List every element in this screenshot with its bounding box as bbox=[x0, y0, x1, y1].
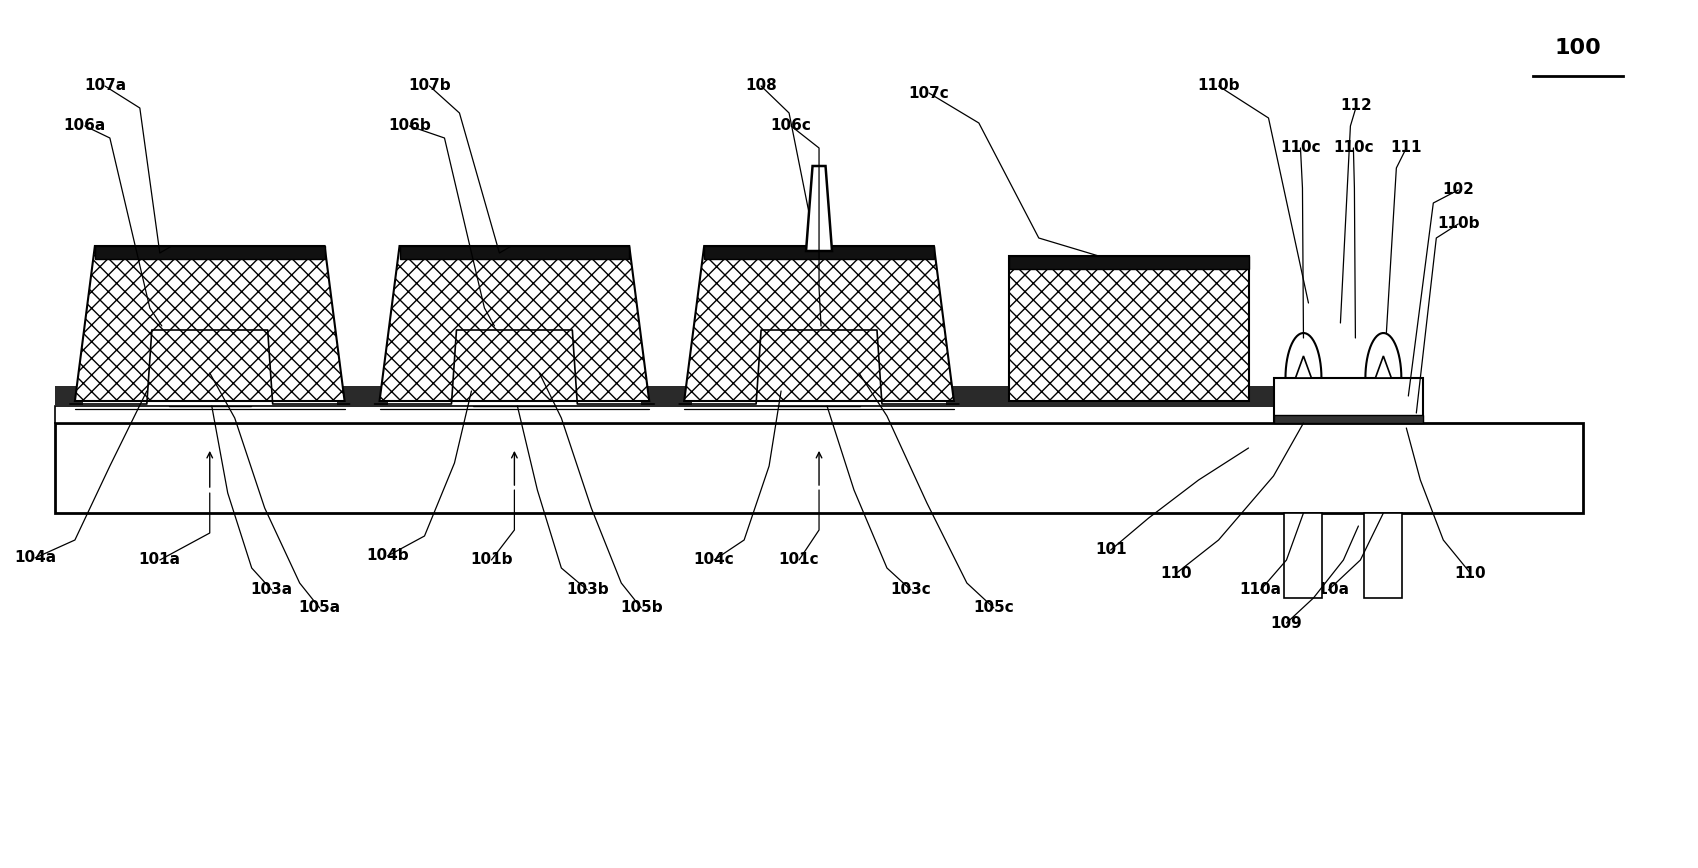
Bar bbox=[168, 388, 251, 406]
Text: 112: 112 bbox=[1340, 98, 1372, 114]
Text: 106b: 106b bbox=[389, 119, 431, 134]
Text: 101c: 101c bbox=[779, 553, 820, 568]
Bar bbox=[834, 349, 864, 360]
Text: 103b: 103b bbox=[565, 582, 608, 597]
Bar bbox=[764, 373, 874, 388]
Polygon shape bbox=[684, 246, 954, 401]
Bar bbox=[774, 349, 805, 360]
Bar bbox=[54, 386, 1318, 406]
Text: 106c: 106c bbox=[771, 119, 812, 134]
Text: 110a: 110a bbox=[1307, 582, 1350, 597]
Text: 102: 102 bbox=[1442, 182, 1474, 198]
Polygon shape bbox=[1375, 356, 1391, 378]
Polygon shape bbox=[1009, 256, 1248, 401]
Text: 104a: 104a bbox=[14, 550, 56, 565]
Text: 105a: 105a bbox=[299, 601, 341, 615]
Bar bbox=[54, 423, 1583, 513]
Bar bbox=[1284, 513, 1323, 598]
Bar bbox=[778, 388, 859, 406]
Bar bbox=[1009, 256, 1248, 269]
Bar bbox=[224, 349, 255, 360]
Text: 105b: 105b bbox=[620, 601, 662, 615]
Bar bbox=[469, 349, 499, 360]
Bar bbox=[165, 349, 195, 360]
Text: 100: 100 bbox=[1555, 38, 1601, 58]
Polygon shape bbox=[75, 246, 345, 401]
Text: 107c: 107c bbox=[908, 86, 949, 101]
Polygon shape bbox=[380, 246, 649, 401]
Bar bbox=[83, 387, 336, 405]
Bar bbox=[469, 360, 559, 373]
Bar bbox=[693, 387, 946, 405]
Text: 107b: 107b bbox=[408, 78, 450, 94]
Bar bbox=[460, 373, 569, 388]
Text: 104b: 104b bbox=[367, 549, 409, 563]
Bar bbox=[155, 373, 265, 388]
Text: 105c: 105c bbox=[973, 601, 1014, 615]
Text: 109: 109 bbox=[1270, 615, 1302, 630]
Text: 106a: 106a bbox=[65, 119, 105, 134]
Bar bbox=[530, 349, 559, 360]
Text: 110b: 110b bbox=[1197, 78, 1240, 94]
Text: 101: 101 bbox=[1095, 542, 1126, 557]
Bar bbox=[1274, 378, 1423, 423]
Bar bbox=[1274, 415, 1423, 423]
Text: 103a: 103a bbox=[251, 582, 292, 597]
Text: 101a: 101a bbox=[139, 553, 180, 568]
Polygon shape bbox=[807, 166, 832, 251]
Bar bbox=[387, 387, 642, 405]
Bar bbox=[165, 360, 255, 373]
Bar bbox=[774, 335, 808, 349]
Bar bbox=[95, 246, 324, 259]
Text: 111: 111 bbox=[1391, 141, 1423, 155]
Text: 107a: 107a bbox=[83, 78, 126, 94]
Text: 101b: 101b bbox=[470, 553, 513, 568]
Bar bbox=[54, 406, 1318, 423]
Bar bbox=[474, 388, 555, 406]
Bar bbox=[705, 246, 934, 259]
Bar bbox=[165, 335, 199, 349]
Bar bbox=[774, 360, 864, 373]
Bar bbox=[54, 396, 1318, 406]
Polygon shape bbox=[1296, 356, 1311, 378]
Text: 110c: 110c bbox=[1280, 141, 1321, 155]
Bar bbox=[1365, 513, 1403, 598]
Text: 110c: 110c bbox=[1333, 141, 1374, 155]
Bar bbox=[525, 335, 559, 349]
Bar bbox=[469, 335, 503, 349]
Bar bbox=[221, 335, 255, 349]
Bar bbox=[399, 246, 630, 259]
Text: 110: 110 bbox=[1161, 565, 1192, 581]
Text: 110b: 110b bbox=[1437, 216, 1479, 232]
Text: 110: 110 bbox=[1455, 565, 1486, 581]
Text: 108: 108 bbox=[745, 78, 778, 94]
Bar bbox=[830, 335, 864, 349]
Text: 104c: 104c bbox=[694, 553, 735, 568]
Text: 110a: 110a bbox=[1240, 582, 1282, 597]
Text: 103c: 103c bbox=[890, 582, 931, 597]
